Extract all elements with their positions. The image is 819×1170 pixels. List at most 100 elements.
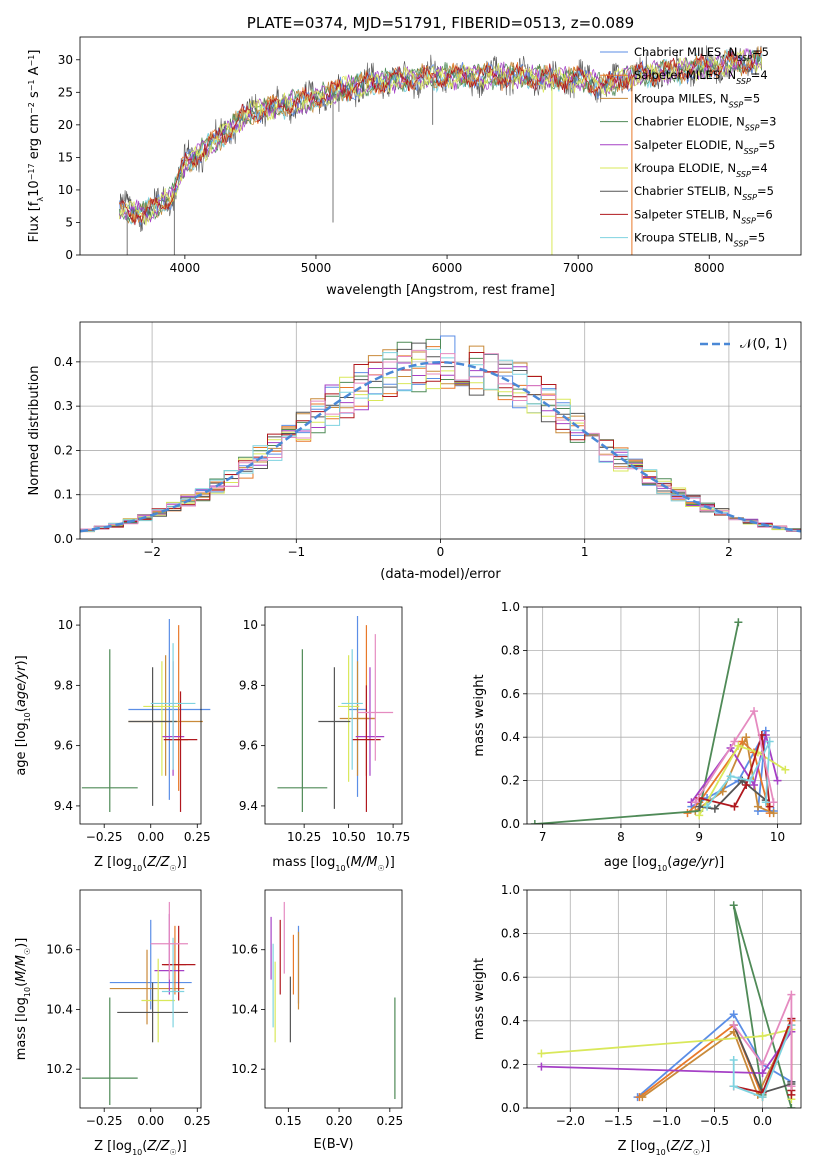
x-tick-label: 0.0 <box>753 1114 772 1128</box>
x-tick-label: 0.00 <box>137 1114 164 1128</box>
weight-marker <box>765 802 774 811</box>
y-tick-label: 0.1 <box>54 488 73 502</box>
y-tick-label: 0.6 <box>501 687 520 701</box>
y-tick-label: 9.6 <box>239 739 258 753</box>
legend-entry: Kroupa STELIB, NSSP=5 <box>634 231 765 249</box>
x-tick-label: −1.5 <box>604 1114 633 1128</box>
weight-marker <box>537 1049 546 1058</box>
y-axis-label: age [log10(age/yr)] <box>14 655 32 775</box>
weight-marker <box>787 1090 796 1099</box>
spectrum-series-line <box>119 49 762 226</box>
y-tick-label: 0.0 <box>501 817 520 831</box>
weight-marker <box>695 802 704 811</box>
x-tick-label: 9 <box>695 830 703 844</box>
y-tick-label: 10 <box>58 183 73 197</box>
legend-entry: Salpeter MILES, NSSP=4 <box>634 68 768 86</box>
x-tick-label: 0.20 <box>326 1114 353 1128</box>
weight-marker <box>718 787 727 796</box>
y-axis-label: mass [log10(M/M☉)] <box>14 938 32 1061</box>
weight-line <box>698 744 786 816</box>
weight-marker <box>746 776 755 785</box>
histogram-bars <box>80 335 801 534</box>
y-tick-label: 9.8 <box>54 678 73 692</box>
spectrum-series-line <box>119 46 763 224</box>
weight-marker <box>729 1056 738 1065</box>
legend-entry: Kroupa MILES, NSSP=5 <box>634 91 760 109</box>
y-tick-label: 0.4 <box>54 355 73 369</box>
y-tick-label: 0.2 <box>54 443 73 457</box>
normal-curve <box>80 361 801 533</box>
axes-frame <box>264 889 403 1109</box>
y-tick-label: 1.0 <box>501 600 520 614</box>
y-tick-label: 10.2 <box>231 1062 258 1076</box>
weight-marker <box>729 1021 738 1030</box>
y-tick-label: 10 <box>243 618 258 632</box>
weight-marker <box>537 1062 546 1071</box>
y-tick-label: 0 <box>65 248 73 262</box>
spectrum-lines <box>118 45 763 255</box>
x-tick-label: −1.0 <box>652 1114 681 1128</box>
x-tick-label: 0.00 <box>137 830 164 844</box>
weight-marker <box>769 798 778 807</box>
x-tick-label: −2.0 <box>556 1114 585 1128</box>
legend-entry: Kroupa ELODIE, NSSP=4 <box>634 161 768 179</box>
weight-marker <box>787 1082 796 1091</box>
y-tick-label: 30 <box>58 53 73 67</box>
y-tick-label: 10.6 <box>46 943 73 957</box>
y-tick-label: 9.4 <box>239 799 258 813</box>
x-tick-label: 8000 <box>694 261 725 275</box>
x-tick-label: 0 <box>437 545 445 559</box>
weight-marker <box>726 772 735 781</box>
x-tick-label: 0.15 <box>275 1114 302 1128</box>
y-tick-label: 0.2 <box>501 774 520 788</box>
x-tick-label: 4000 <box>170 261 201 275</box>
y-tick-label: 0.0 <box>501 1101 520 1115</box>
weight-marker <box>773 776 782 785</box>
x-tick-label: 0.25 <box>376 1114 403 1128</box>
weight-marker <box>753 802 762 811</box>
weight-marker <box>758 1093 767 1102</box>
y-tick-label: 0.8 <box>501 927 520 941</box>
x-tick-label: 2 <box>725 545 733 559</box>
x-tick-label: 0.25 <box>184 830 211 844</box>
spectrum-series-line <box>118 47 763 223</box>
y-tick-label: 9.8 <box>239 678 258 692</box>
weight-line <box>732 1024 793 1099</box>
weight-marker <box>738 776 747 785</box>
x-axis-label: mass [log10(M/M☉)] <box>272 855 395 873</box>
x-axis-label: (data-model)/error <box>380 567 501 582</box>
axes-frame <box>79 606 202 825</box>
x-tick-label: 1 <box>581 545 589 559</box>
weight-marker <box>765 737 774 746</box>
y-tick-label: 25 <box>58 85 73 99</box>
weight-marker <box>703 802 712 811</box>
x-tick-label: −0.5 <box>700 1114 729 1128</box>
x-tick-label: 10 <box>770 830 785 844</box>
y-tick-label: 20 <box>58 118 73 132</box>
weight-marker <box>729 1082 738 1091</box>
weight-line <box>732 994 793 1087</box>
y-tick-label: 9.4 <box>54 799 73 813</box>
x-axis-label: E(B-V) <box>313 1137 353 1152</box>
weight-marker <box>638 1093 647 1102</box>
weight-marker <box>758 1069 767 1078</box>
x-tick-label: −0.25 <box>86 1114 123 1128</box>
legend-entry: Chabrier STELIB, NSSP=5 <box>634 184 774 202</box>
x-axis-label: Z [log10(Z/Z☉)] <box>618 1139 711 1157</box>
y-axis-label: mass weight <box>472 674 487 756</box>
weight-marker <box>761 798 770 807</box>
y-tick-label: 9.6 <box>54 739 73 753</box>
weight-marker <box>691 798 700 807</box>
axes-frame <box>526 606 802 825</box>
y-tick-label: 0.6 <box>501 970 520 984</box>
y-tick-label: 15 <box>58 150 73 164</box>
weight-marker <box>758 1032 767 1041</box>
legend-entry: Chabrier MILES, NSSP=5 <box>634 45 769 63</box>
weight-series <box>537 901 796 1108</box>
weight-line <box>694 708 775 803</box>
y-tick-label: 5 <box>65 215 73 229</box>
x-tick-label: −2 <box>143 545 161 559</box>
weight-marker <box>530 820 539 824</box>
y-tick-label: 10.4 <box>46 1002 73 1016</box>
